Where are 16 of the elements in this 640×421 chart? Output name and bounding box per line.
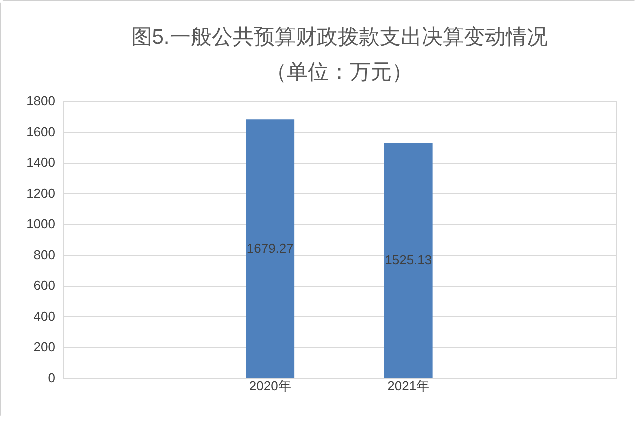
y-tick-label: 400 — [34, 308, 56, 324]
y-tick-label: 1200 — [26, 186, 56, 201]
x-tick-label: 2021年 — [388, 378, 430, 394]
data-label: 1679.27 — [246, 240, 294, 256]
y-tick-label: 0 — [48, 370, 56, 386]
text: 图5.一般公共预算财政拨款支出决算变动情况 — [131, 26, 548, 49]
y-tick-label: 600 — [34, 278, 56, 294]
data-label: 1525.13 — [385, 252, 432, 268]
y-tick-label: 800 — [34, 247, 56, 262]
y-tick-label: 1400 — [26, 155, 56, 170]
y-tick-label: 1600 — [26, 124, 56, 140]
x-tick-label: 2020年 — [249, 378, 292, 394]
y-tick-label: 1000 — [26, 216, 56, 232]
text: （单位：万元） — [266, 61, 413, 84]
y-tick-label: 1800 — [26, 94, 56, 108]
y-tick-label: 200 — [34, 340, 56, 355]
